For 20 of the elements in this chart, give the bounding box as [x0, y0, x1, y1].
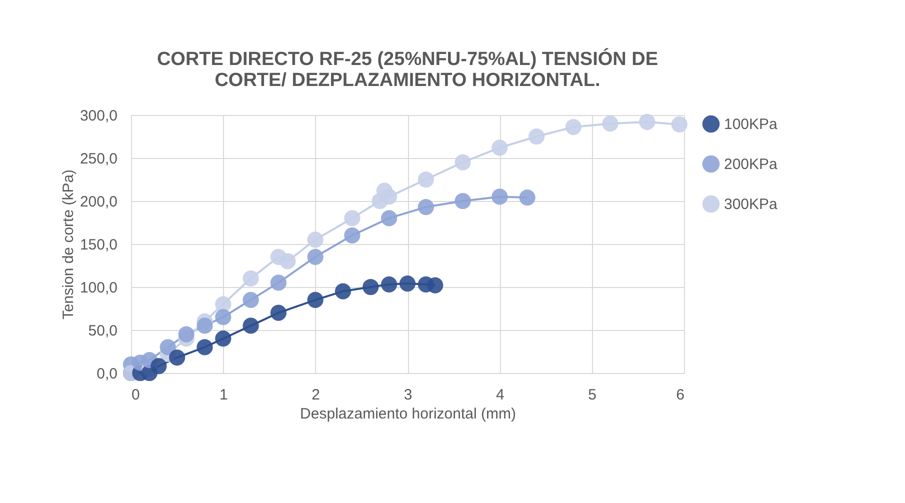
- x-tick-label: 4: [496, 386, 504, 404]
- chart-title: CORTE DIRECTO RF-25 (25%NFU-75%AL) TENSIÓN DE CORTE/ DEZPLAZAMIENTO HORIZONTAL.: [156, 48, 658, 91]
- y-tick-label: 200,0: [80, 194, 118, 210]
- x-tick-label: 6: [676, 386, 684, 404]
- legend-label: 100KPa: [724, 116, 778, 133]
- y-tick-label: 300,0: [80, 108, 118, 124]
- y-tick-label: 100,0: [80, 280, 118, 296]
- x-tick-label: 5: [588, 386, 597, 404]
- legend-label: 200KPa: [724, 156, 778, 173]
- x-tick-label: 0: [132, 386, 140, 404]
- y-tick-label: 0,0: [96, 366, 118, 382]
- y-tick-label: 150,0: [80, 236, 118, 254]
- x-tick-label: 1: [219, 386, 228, 404]
- y-axis-title: Tension de corte (kPa): [60, 169, 77, 320]
- legend-label: 300KPa: [724, 196, 778, 213]
- y-tick-label: 50,0: [88, 322, 118, 340]
- x-tick-label: 3: [404, 386, 412, 404]
- x-tick-label: 2: [312, 386, 320, 404]
- x-axis-title: Desplazamiento horizontal (mm): [300, 406, 516, 422]
- y-tick-label: 250,0: [80, 150, 118, 168]
